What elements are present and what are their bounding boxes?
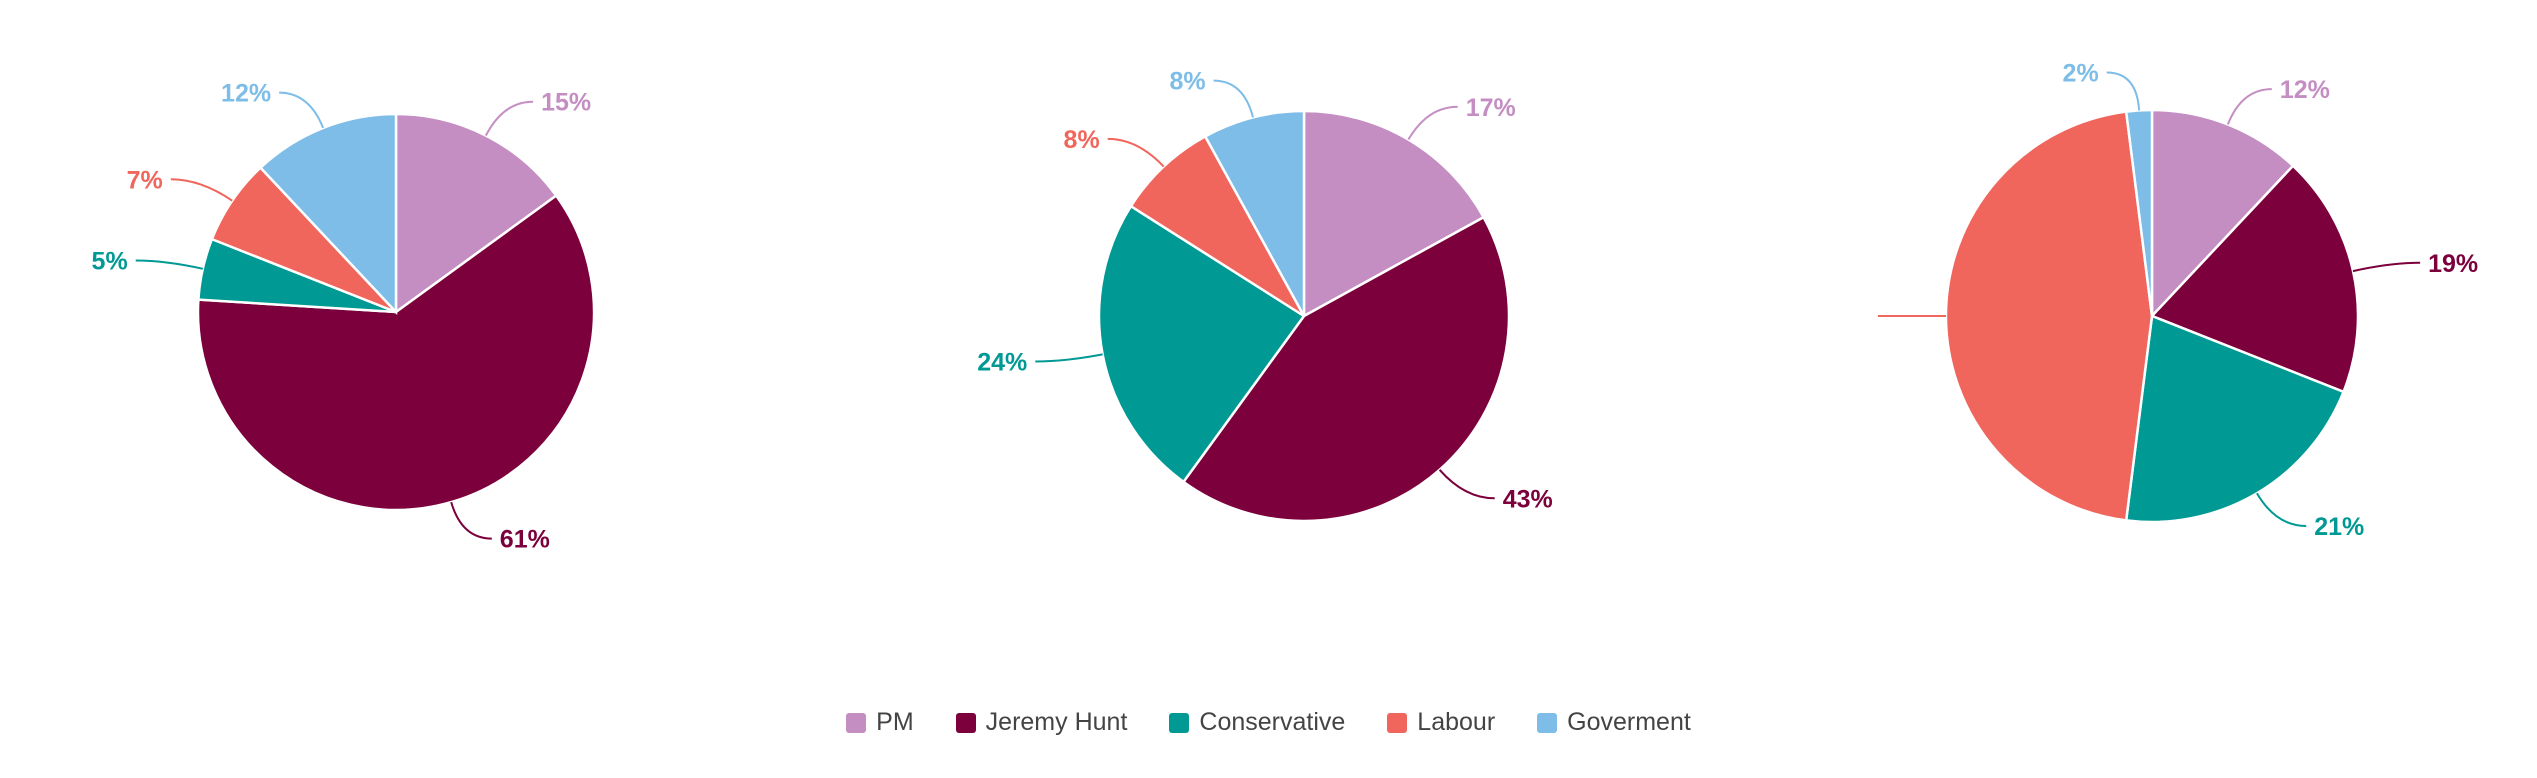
leader-line bbox=[485, 100, 534, 137]
leader-line bbox=[1213, 79, 1254, 118]
leader-line bbox=[1107, 137, 1165, 168]
data-label: 15% bbox=[541, 89, 591, 117]
legend-swatch bbox=[846, 712, 867, 733]
pie-slice-labour[interactable] bbox=[1129, 134, 1306, 318]
legend-item-labour[interactable]: Labour bbox=[1387, 708, 1495, 737]
pie-slice-pm[interactable] bbox=[2150, 108, 2295, 320]
data-label: 19% bbox=[2428, 250, 2478, 278]
pie-slice-jeremy-hunt[interactable] bbox=[1181, 215, 1511, 523]
pie-slice-labour[interactable] bbox=[1944, 110, 2154, 522]
pie-chart-1: 15% 61% 5% 7% 12% bbox=[92, 80, 596, 554]
data-label: 17% bbox=[1466, 94, 1516, 122]
legend-label: Labour bbox=[1417, 708, 1496, 736]
legend-swatch bbox=[1169, 712, 1190, 733]
pie-chart-3: 12% 19% 21% 2% bbox=[1878, 60, 2478, 541]
data-labels: 15% 61% 5% 7% 12% bbox=[92, 80, 592, 554]
data-label: 12% bbox=[2280, 76, 2330, 104]
pie-chart-2: 17% 43% 24% 8% 8% bbox=[977, 68, 1553, 523]
pie-slice-conservative[interactable] bbox=[2124, 314, 2346, 524]
leader-line bbox=[135, 259, 204, 270]
legend-label: Jeremy Hunt bbox=[985, 708, 1128, 736]
leader-line bbox=[1438, 469, 1495, 500]
data-label: 24% bbox=[977, 349, 1027, 377]
data-label: 5% bbox=[92, 248, 128, 276]
data-label: 21% bbox=[2314, 513, 2364, 541]
pie-slice-goverment[interactable] bbox=[2124, 108, 2154, 317]
data-label: 7% bbox=[127, 166, 163, 194]
data-label: 8% bbox=[1169, 68, 1205, 96]
leader-line bbox=[450, 501, 492, 540]
legend-item-pm[interactable]: PM bbox=[846, 708, 914, 737]
legend-item-conservative[interactable]: Conservative bbox=[1169, 708, 1345, 737]
legend-item-jeremy-hunt[interactable]: Jeremy Hunt bbox=[955, 708, 1128, 737]
leader-line bbox=[2106, 71, 2141, 111]
data-label: 8% bbox=[1064, 126, 1100, 154]
pie-charts: 15% 61% 5% 7% 12% 17% 43% 24% 8% 8% 12% 19% 21% 2% bbox=[92, 60, 2479, 554]
legend-swatch bbox=[1537, 712, 1558, 733]
leader-line bbox=[170, 178, 233, 202]
data-label: 61% bbox=[500, 526, 550, 554]
legend-label: PM bbox=[876, 708, 914, 736]
data-labels: 17% 43% 24% 8% 8% bbox=[977, 68, 1552, 514]
pie-slice-jeremy-hunt[interactable] bbox=[196, 193, 596, 512]
data-label: 43% bbox=[1503, 485, 1553, 513]
leader-line bbox=[2226, 88, 2272, 125]
pie-slice-goverment[interactable] bbox=[258, 112, 398, 316]
data-label: 2% bbox=[2063, 60, 2099, 88]
leader-line bbox=[279, 91, 325, 129]
legend-swatch bbox=[955, 712, 976, 733]
leader-line bbox=[1407, 105, 1458, 141]
pie-slice-pm[interactable] bbox=[1302, 109, 1486, 319]
legend-label: Goverment bbox=[1567, 708, 1691, 736]
pie-slice-conservative[interactable] bbox=[1097, 204, 1306, 484]
data-labels: 12% 19% 21% 2% bbox=[1878, 60, 2478, 541]
legend-swatch bbox=[1387, 712, 1408, 733]
legend-item-goverment[interactable]: Goverment bbox=[1537, 708, 1691, 737]
leader-line bbox=[1035, 353, 1103, 363]
leader-line bbox=[2256, 492, 2307, 527]
pie-slice-goverment[interactable] bbox=[1203, 109, 1306, 317]
legend-label: Conservative bbox=[1199, 708, 1346, 736]
data-label: 12% bbox=[221, 80, 271, 108]
leader-line bbox=[2352, 261, 2421, 273]
legend: PM Jeremy Hunt Conservative Labour Gover… bbox=[0, 708, 2537, 737]
